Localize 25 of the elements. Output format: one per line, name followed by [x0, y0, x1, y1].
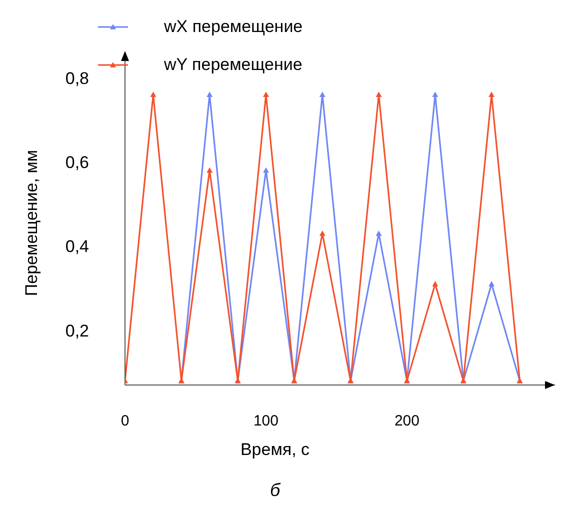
point: [262, 92, 269, 98]
x-axis-title: Время, с: [240, 440, 310, 460]
text: б: [270, 480, 280, 501]
point: [206, 167, 213, 173]
legend-label: wX перемещение: [164, 16, 303, 38]
x-tick-label: 200: [394, 412, 420, 430]
series-label: wY перемещение: [164, 54, 302, 76]
point: [432, 281, 438, 286]
point: [319, 230, 326, 236]
point: [376, 92, 382, 98]
point: [488, 92, 495, 98]
y-axis-title: Перемещение, мм: [22, 150, 42, 296]
point: [206, 92, 213, 98]
point: [262, 167, 269, 173]
y-tick-label: 0,4: [65, 237, 89, 256]
y-tick-label: 0,6: [65, 153, 89, 172]
point: [150, 92, 156, 98]
point: [488, 281, 495, 286]
x-tick-label: 0: [120, 412, 130, 430]
point: [319, 92, 326, 98]
point: [376, 230, 382, 236]
y-tick-label: 0,8: [65, 68, 89, 88]
x-tick-label: 100: [253, 412, 278, 430]
point: [432, 92, 438, 98]
y-tick-label: 0,2: [65, 321, 89, 340]
